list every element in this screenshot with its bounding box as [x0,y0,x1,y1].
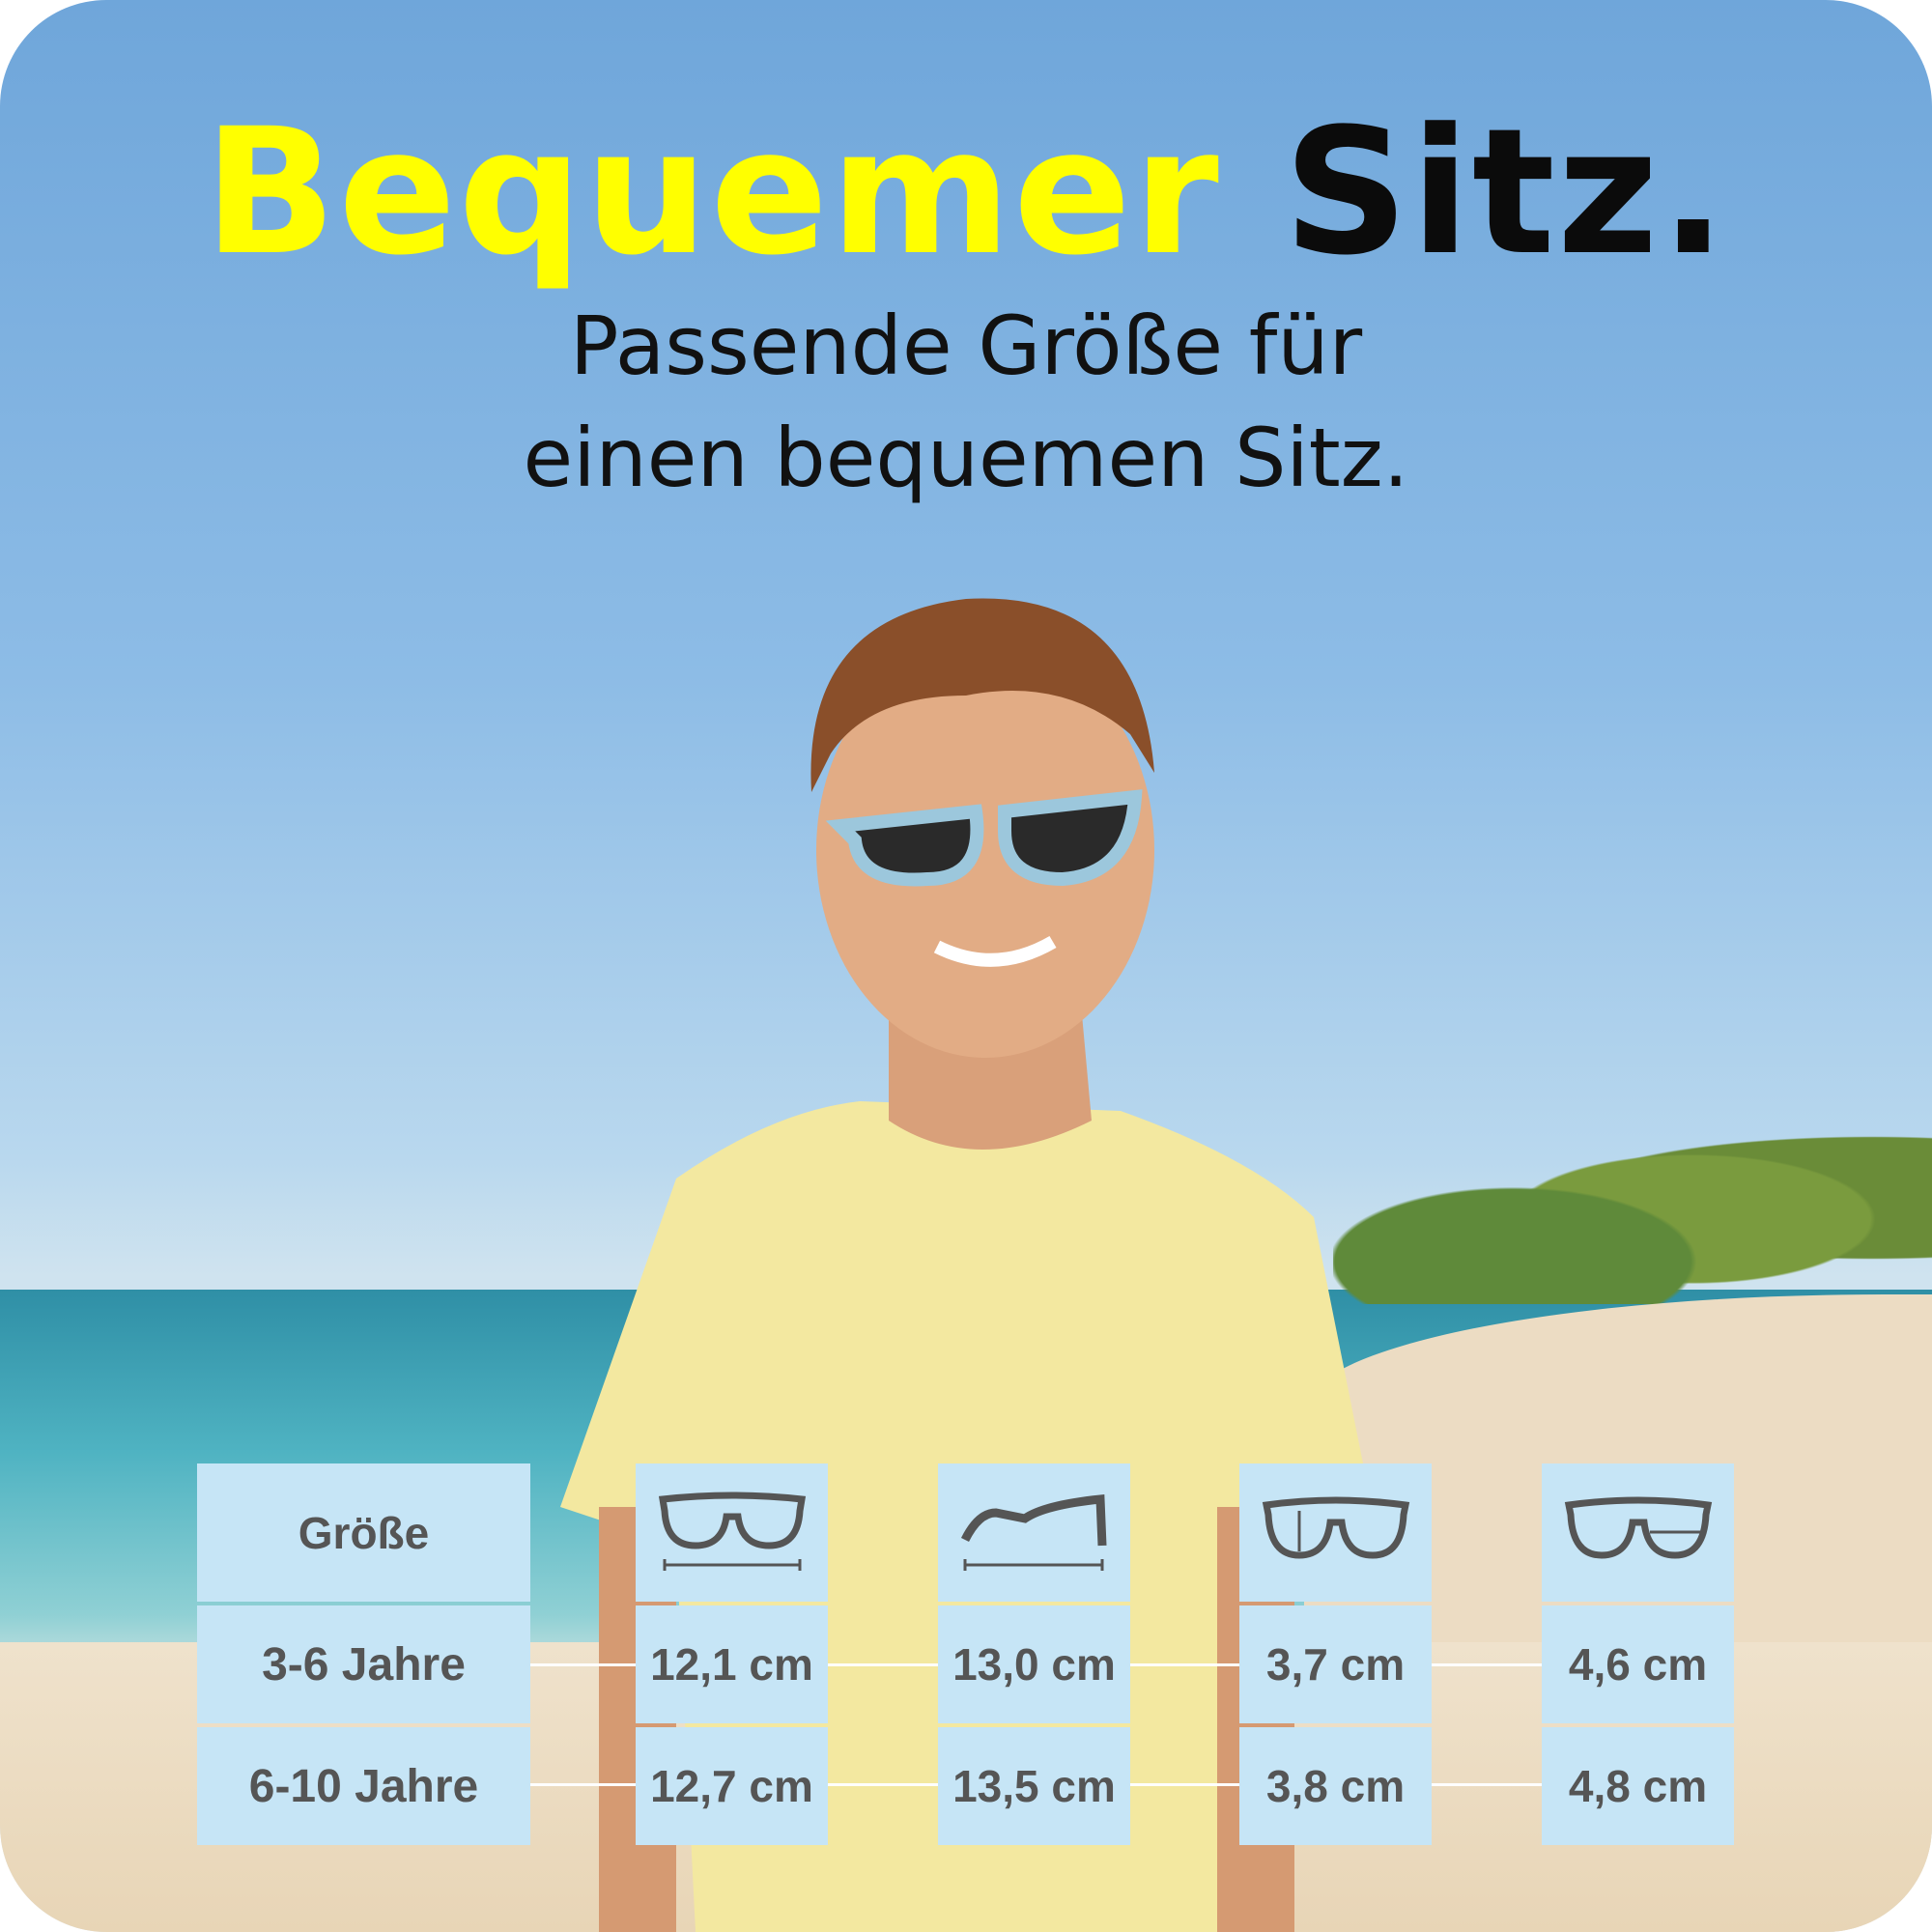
glasses-total-width-icon [636,1463,828,1602]
total-width-6-10: 12,7 cm [636,1727,828,1845]
row-label-1: 3-6 Jahre [197,1605,530,1723]
total-width-3-6: 12,1 cm [636,1605,828,1723]
lens-width-6-10: 4,8 cm [1542,1727,1734,1845]
lens-height-icon [1239,1463,1432,1602]
row-label-2: 6-10 Jahre [197,1727,530,1845]
subtitle-line-1: Passende Größe für [569,298,1363,393]
subtitle-line-2: einen bequemen Sitz. [523,411,1409,505]
header-size-label: Größe [197,1463,530,1602]
headline-rest: Sitz. [1283,92,1728,294]
temple-length-6-10: 13,5 cm [938,1727,1130,1845]
lens-height-3-6: 3,7 cm [1239,1605,1432,1723]
headline-highlight: Bequemer [204,92,1221,294]
palm-trees [1333,1092,1932,1304]
lens-height-6-10: 3,8 cm [1239,1727,1432,1845]
lens-width-3-6: 4,6 cm [1542,1605,1734,1723]
lens-width-icon [1542,1463,1734,1602]
subtitle: Passende Größe für einen bequemen Sitz. [0,290,1932,514]
headline: Bequemer Sitz. [0,106,1932,280]
temple-length-icon [938,1463,1130,1602]
temple-length-3-6: 13,0 cm [938,1605,1130,1723]
